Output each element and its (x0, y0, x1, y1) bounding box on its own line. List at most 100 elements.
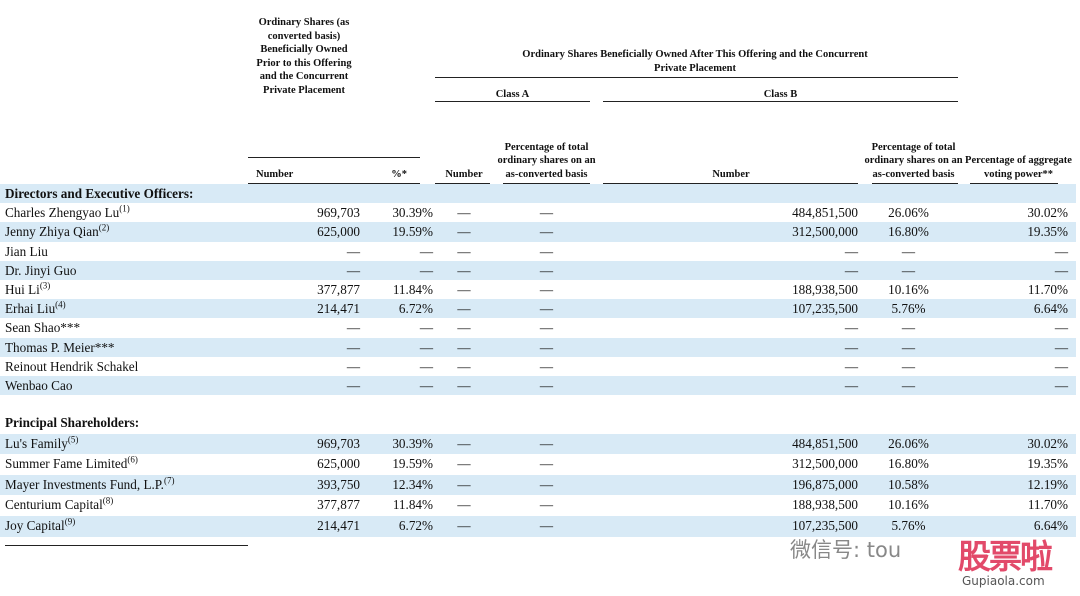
cell-value: — (901, 320, 916, 336)
rule (248, 157, 420, 158)
cell-value: — (901, 262, 916, 278)
cell-value: 12.34% (392, 476, 433, 492)
cell-value: 19.35% (1027, 224, 1068, 240)
rule (603, 183, 858, 184)
cell-value: — (901, 243, 916, 259)
table-row: Jian Liu — — — — — — — (0, 242, 1076, 261)
cell-value: 393,750 (317, 476, 360, 492)
cell-value: — (1054, 320, 1068, 336)
cell-value: — (539, 339, 554, 355)
table-body: Directors and Executive Officers: Charles… (0, 184, 1076, 537)
table-row: Reinout Hendrik Schakel — — — — — — — (0, 357, 1076, 376)
cell-value: — (901, 358, 916, 374)
cell-value: 6.64% (1033, 518, 1068, 534)
cell-value: — (457, 243, 471, 259)
rule (435, 77, 958, 78)
name-text: Hui Li (5, 281, 40, 297)
watermark-site: Gupiaola.com (962, 574, 1045, 588)
name-text: Mayer Investments Fund, L.P. (5, 476, 164, 492)
row-name: Jenny Zhiya Qian(2) (5, 222, 109, 241)
cell-value: 377,877 (317, 497, 360, 513)
cell-value: — (346, 377, 360, 393)
cell-value: 5.76% (891, 301, 926, 317)
section: Directors and Executive Officers: Charles… (0, 184, 1076, 396)
cell-value: 6.72% (398, 301, 433, 317)
section-title: Directors and Executive Officers: (0, 184, 1076, 204)
row-name: Centurium Capital(8) (5, 495, 113, 516)
footnote-ref: (3) (39, 280, 51, 291)
row-name: Sean Shao*** (5, 318, 80, 337)
footnote-ref: (6) (127, 454, 138, 465)
cell-value: 12.19% (1027, 476, 1068, 492)
cell-value: 11.70% (1027, 497, 1068, 513)
column-header: Number (445, 168, 483, 180)
cell-value: 312,500,000 (792, 456, 858, 472)
name-text: Lu's Family (5, 435, 68, 451)
cell-value: — (457, 358, 471, 374)
cell-value: 969,703 (317, 205, 360, 221)
cell-value: — (419, 358, 433, 374)
cell-value: 11.84% (392, 281, 433, 297)
header-class-b: Class B (763, 89, 798, 100)
row-name: Reinout Hendrik Schakel (5, 357, 138, 376)
cell-value: 11.84% (392, 497, 433, 513)
table-row: Thomas P. Meier*** — — — — — — — (0, 337, 1076, 357)
section: Principal Shareholders: Lu's Family(5) 969… (0, 413, 1076, 537)
rule (435, 101, 590, 102)
rule (603, 101, 958, 102)
rule (872, 183, 958, 184)
cell-value: — (539, 262, 554, 278)
name-text: Wenbao Cao (5, 377, 73, 393)
cell-value: — (457, 205, 471, 221)
name-text: Charles Zhengyao Lu (5, 205, 120, 221)
cell-value: — (539, 205, 554, 221)
table-row: Wenbao Cao — — — — — — — (0, 375, 1076, 396)
column-header: Percentage of total ordinary shares on a… (497, 141, 596, 180)
cell-value: — (901, 377, 916, 393)
watermark-brand: 股票啦 (958, 537, 1053, 576)
table-row: Charles Zhengyao Lu(1) 969,703 30.39% — — 484… (0, 203, 1076, 222)
cell-value: — (457, 435, 471, 451)
cell-value: 30.02% (1027, 435, 1068, 451)
table-row: Centurium Capital(8) 377,877 11.84% — — 188,9… (0, 495, 1076, 516)
cell-value: — (457, 281, 471, 297)
cell-value: 107,235,500 (792, 301, 858, 317)
name-text: Reinout Hendrik Schakel (5, 358, 139, 374)
cell-value: — (539, 243, 554, 259)
cell-value: — (1054, 339, 1068, 355)
cell-value: 196,875,000 (792, 476, 858, 492)
cell-value: — (844, 243, 858, 259)
cell-value: — (539, 281, 554, 297)
table-row: Erhai Liu(4) 214,471 6.72% — — 107,235,500 5.7… (0, 299, 1076, 319)
row-name: Lu's Family(5) (5, 434, 78, 455)
name-text: Thomas P. Meier*** (5, 339, 115, 355)
name-text: Centurium Capital (5, 497, 103, 513)
cell-value: — (539, 476, 554, 492)
table-row: Summer Fame Limited(6) 625,000 19.59% — — 312… (0, 454, 1076, 475)
table-row: Jenny Zhiya Qian(2) 625,000 19.59% — — 312,50… (0, 222, 1076, 242)
cell-value: — (1054, 262, 1068, 278)
footnote-ref: (5) (67, 434, 79, 445)
rule (248, 183, 420, 184)
cell-value: 377,877 (317, 281, 360, 297)
row-name: Dr. Jinyi Guo (5, 261, 76, 280)
cell-value: 30.39% (392, 205, 433, 221)
header-after: Ordinary Shares Beneficially Owned After… (522, 49, 868, 74)
cell-value: 484,851,500 (792, 205, 858, 221)
cell-value: — (457, 377, 471, 393)
row-name: Charles Zhengyao Lu(1) (5, 203, 130, 222)
cell-value: — (844, 320, 858, 336)
footnote-ref: (1) (119, 203, 130, 214)
cell-value: — (539, 320, 554, 336)
cell-value: 625,000 (317, 224, 360, 240)
cell-value: 214,471 (317, 518, 360, 534)
cell-value: — (419, 320, 433, 336)
column-header: Percentage of aggregate voting power** (965, 155, 1072, 180)
cell-value: — (539, 224, 554, 240)
name-text: Summer Fame Limited (5, 456, 128, 472)
column-header: %* (391, 168, 407, 180)
cell-value: — (419, 262, 433, 278)
name-text: Sean Shao*** (5, 320, 81, 336)
cell-value: — (457, 320, 471, 336)
rule (970, 183, 1058, 184)
